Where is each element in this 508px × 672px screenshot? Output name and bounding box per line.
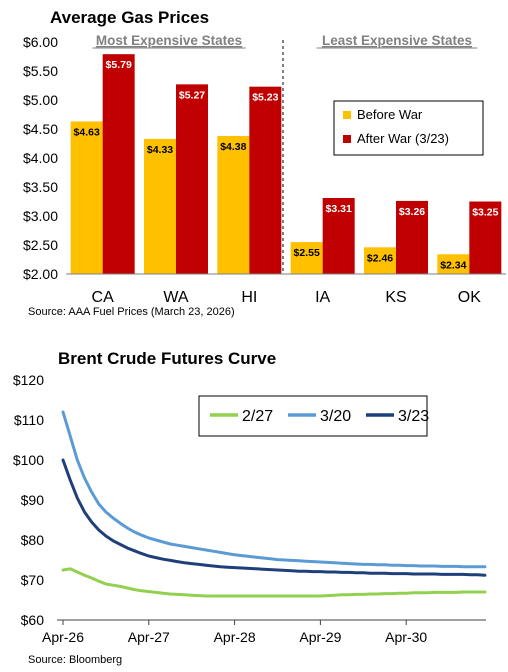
y-tick-label: $80	[21, 532, 45, 548]
legend-label: 3/20	[320, 408, 351, 425]
y-tick-label: $4.00	[23, 150, 58, 166]
gas-price-chart: $2.00 $2.50 $3.00 $3.50 $4.00 $4.50 $5.00 $5.50…	[23, 33, 506, 306]
y-tick-label: $2.00	[23, 266, 58, 282]
y-tick-label: $5.00	[23, 92, 58, 108]
bar-ok-after	[469, 201, 502, 274]
gas-chart-source: Source: AAA Fuel Prices (March 23, 2026)	[28, 306, 235, 318]
bar-value-label: $5.79	[106, 59, 132, 71]
bar-ca-after	[102, 54, 135, 275]
legend-swatch	[343, 111, 351, 119]
legend-label: 2/27	[242, 408, 273, 425]
y-tick-label: $2.50	[23, 237, 58, 253]
x-tick-label: Apr-26	[42, 629, 84, 645]
legend-label: 3/23	[398, 408, 429, 425]
bar-value-label: $2.55	[294, 247, 320, 259]
bar-ia-after	[322, 198, 355, 274]
bar-value-label: $4.33	[147, 144, 173, 156]
y-tick-label: $100	[13, 452, 44, 468]
x-tick-label: Apr-27	[128, 629, 170, 645]
bar-value-label: $4.63	[74, 126, 100, 138]
bar-ks-after	[396, 200, 428, 274]
y-tick-label: $70	[21, 572, 45, 588]
bar-ia-before	[290, 242, 323, 274]
x-category-label: CA	[92, 289, 115, 306]
bar-value-label: $4.38	[220, 141, 246, 153]
x-category-label: OK	[458, 289, 481, 306]
series-line-3-23	[61, 458, 487, 577]
y-tick-label: $120	[13, 372, 44, 388]
x-category-label: IA	[315, 289, 330, 306]
y-tick-label: $90	[21, 492, 45, 508]
bar-value-label: $3.25	[472, 207, 498, 219]
bar-value-label: $3.31	[326, 203, 352, 215]
y-tick-label: $4.50	[23, 121, 58, 137]
y-tick-label: $3.50	[23, 179, 58, 195]
bar-hi-before	[217, 135, 250, 274]
x-tick-label: Apr-28	[214, 629, 256, 645]
brent-chart-source: Source: Bloomberg	[28, 654, 123, 666]
x-tick-label: Apr-29	[299, 629, 341, 645]
bar-ok-before	[437, 254, 470, 274]
x-tick-label: Apr-30	[385, 629, 427, 645]
y-tick-label: $110	[14, 412, 44, 428]
bar-value-label: $5.23	[252, 92, 278, 104]
x-category-label: WA	[163, 289, 189, 306]
series-line-2-27	[61, 567, 487, 598]
series-line-3-20	[61, 410, 487, 569]
y-tick-label: $6.00	[23, 34, 58, 50]
y-tick-label: $3.00	[23, 208, 58, 224]
legend-swatch	[343, 135, 351, 143]
legend-label: Before War	[357, 107, 423, 122]
bar-value-label: $2.46	[367, 252, 393, 264]
bar-value-label: $2.34	[440, 259, 466, 271]
x-category-label: HI	[241, 289, 257, 306]
bar-hi-after	[249, 86, 282, 274]
bar-wa-after	[176, 84, 208, 274]
gas-chart-title: Average Gas Prices	[50, 8, 210, 27]
x-category-label: KS	[385, 289, 406, 306]
y-tick-label: $60	[21, 612, 45, 628]
y-tick-label: $5.50	[23, 63, 58, 79]
legend-box	[333, 100, 484, 156]
brent-chart-title: Brent Crude Futures Curve	[58, 349, 277, 368]
legend-label: After War (3/23)	[357, 131, 449, 146]
bar-ca-before	[70, 121, 103, 275]
bar-ks-before	[364, 247, 396, 274]
bar-value-label: $3.26	[399, 206, 425, 218]
bar-wa-before	[144, 138, 176, 274]
group-label: Least Expensive States	[322, 33, 472, 48]
bar-value-label: $5.27	[179, 89, 205, 101]
group-label: Most Expensive States	[96, 33, 242, 48]
